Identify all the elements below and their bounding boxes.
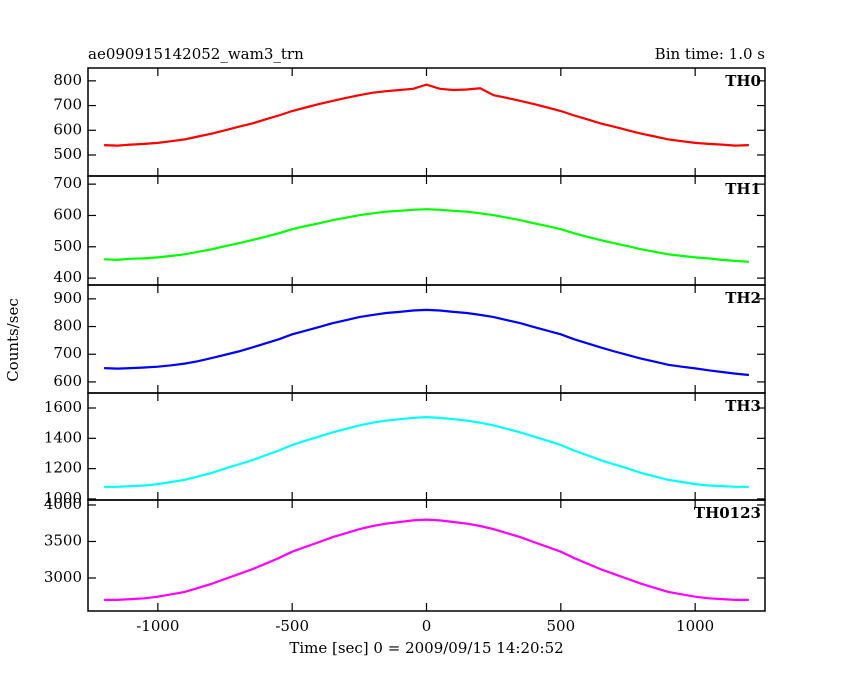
y-tick-label: 3500 — [44, 531, 82, 549]
panel-label: TH0 — [725, 72, 761, 90]
x-tick-label: -500 — [275, 617, 309, 635]
light-curve — [104, 83, 749, 147]
x-tick-label: 1000 — [676, 617, 714, 635]
y-tick-label: 1200 — [44, 459, 82, 477]
panel-label: TH3 — [725, 397, 761, 415]
light-curve — [104, 518, 749, 602]
y-tick-label: 700 — [53, 174, 82, 192]
y-tick-label: 600 — [53, 372, 82, 390]
light-curve — [104, 308, 750, 377]
y-axis-label: Counts/sec — [4, 298, 22, 382]
x-tick-label: 500 — [547, 617, 576, 635]
y-tick-label: 800 — [53, 71, 82, 89]
y-tick-label: 1400 — [44, 428, 82, 446]
chart-subtitle: Bin time: 1.0 s — [655, 45, 765, 63]
x-tick-label: 0 — [422, 617, 432, 635]
panel-frame — [87, 284, 766, 394]
panel-label: TH1 — [725, 180, 761, 198]
chart-title: ae090915142052_wam3_trn — [88, 45, 304, 63]
x-axis-label: Time [sec] 0 = 2009/09/15 14:20:52 — [289, 639, 563, 657]
y-tick-label: 400 — [53, 268, 82, 286]
panel-frame — [87, 392, 766, 501]
y-tick-label: 3000 — [44, 568, 82, 586]
panel-frame — [87, 175, 766, 286]
y-tick-label: 1600 — [44, 398, 82, 416]
y-tick-label: 800 — [53, 317, 82, 335]
panel-label: TH0123 — [694, 504, 761, 522]
y-tick-label: 1000 — [44, 489, 82, 507]
light-curve — [104, 415, 749, 488]
panel-frame — [87, 499, 766, 612]
y-tick-label: 4000 — [44, 495, 82, 513]
y-tick-label: 700 — [53, 344, 82, 362]
y-tick-label: 500 — [53, 237, 82, 255]
x-tick-label: -1000 — [136, 617, 179, 635]
y-tick-label: 900 — [53, 289, 82, 307]
y-tick-label: 700 — [53, 96, 82, 114]
y-tick-label: 600 — [53, 205, 82, 223]
y-tick-label: 600 — [53, 120, 82, 138]
light-curve — [104, 208, 749, 263]
panel-label: TH2 — [725, 289, 761, 307]
y-tick-label: 500 — [53, 145, 82, 163]
